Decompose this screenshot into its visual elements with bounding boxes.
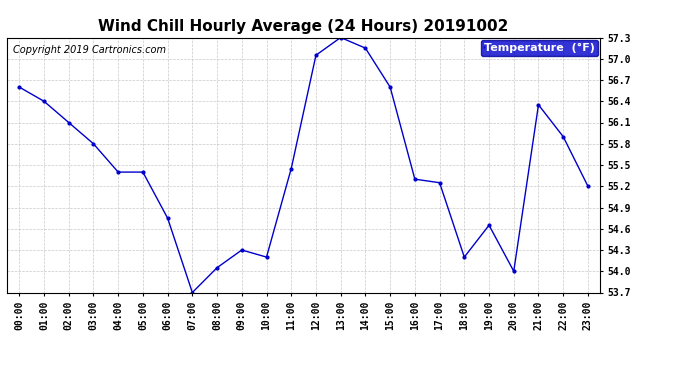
Text: Wind Chill Hourly Average (24 Hours) 20191002: Wind Chill Hourly Average (24 Hours) 201… — [99, 19, 509, 34]
Text: Copyright 2019 Cartronics.com: Copyright 2019 Cartronics.com — [13, 45, 166, 55]
Legend: Temperature  (°F): Temperature (°F) — [480, 40, 598, 57]
